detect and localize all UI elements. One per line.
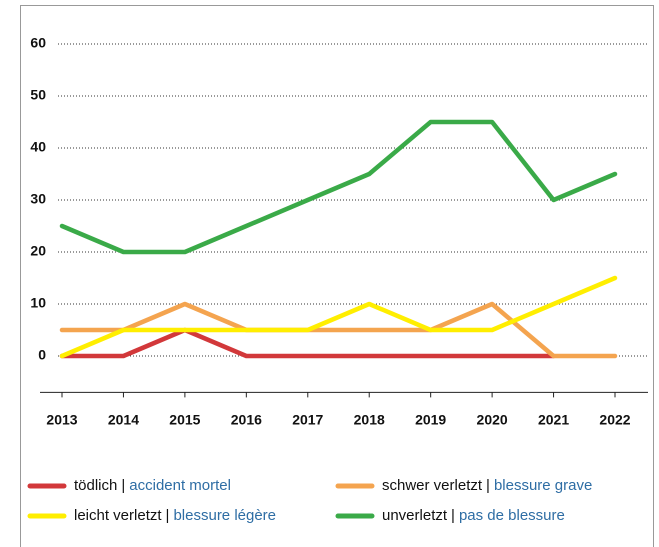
y-tick-label: 60 <box>30 35 46 51</box>
legend-label: unverletzt | pas de blessure <box>382 507 565 524</box>
y-tick-label: 50 <box>30 87 46 103</box>
legend-name-fr: accident mortel <box>129 477 231 494</box>
series-line <box>59 301 618 359</box>
series-line <box>59 275 618 359</box>
x-tick-label: 2016 <box>231 412 262 428</box>
x-tick-label: 2019 <box>415 412 446 428</box>
y-tick-label: 30 <box>30 191 46 207</box>
legend-label: leicht verletzt | blessure légère <box>74 507 276 524</box>
x-tick-label: 2021 <box>538 412 569 428</box>
y-tick-label: 40 <box>30 139 46 155</box>
legend-name: tödlich <box>74 477 117 494</box>
x-tick-label: 2022 <box>599 412 630 428</box>
series-line <box>59 119 618 255</box>
legend-label: tödlich | accident mortel <box>74 477 231 494</box>
y-tick-label: 10 <box>30 295 46 311</box>
legend-separator: | <box>486 477 490 494</box>
legend-name: leicht verletzt <box>74 507 162 524</box>
x-tick-label: 2018 <box>354 412 385 428</box>
x-tick-label: 2020 <box>477 412 508 428</box>
series-line <box>59 327 556 359</box>
legend-label: schwer verletzt | blessure grave <box>382 477 592 494</box>
x-tick-label: 2014 <box>108 412 139 428</box>
x-tick-label: 2013 <box>46 412 77 428</box>
legend-separator: | <box>451 507 455 524</box>
legend-name: schwer verletzt <box>382 477 483 494</box>
legend-separator: | <box>166 507 170 524</box>
legend-name-fr: blessure légère <box>173 507 276 524</box>
y-tick-label: 0 <box>38 347 46 363</box>
y-tick-label: 20 <box>30 243 46 259</box>
legend-name: unverletzt <box>382 507 448 524</box>
legend-separator: | <box>121 477 125 494</box>
legend-name-fr: blessure grave <box>494 477 592 494</box>
legend-name-fr: pas de blessure <box>459 507 565 524</box>
x-tick-label: 2015 <box>169 412 200 428</box>
frame <box>20 5 654 547</box>
x-tick-label: 2017 <box>292 412 323 428</box>
